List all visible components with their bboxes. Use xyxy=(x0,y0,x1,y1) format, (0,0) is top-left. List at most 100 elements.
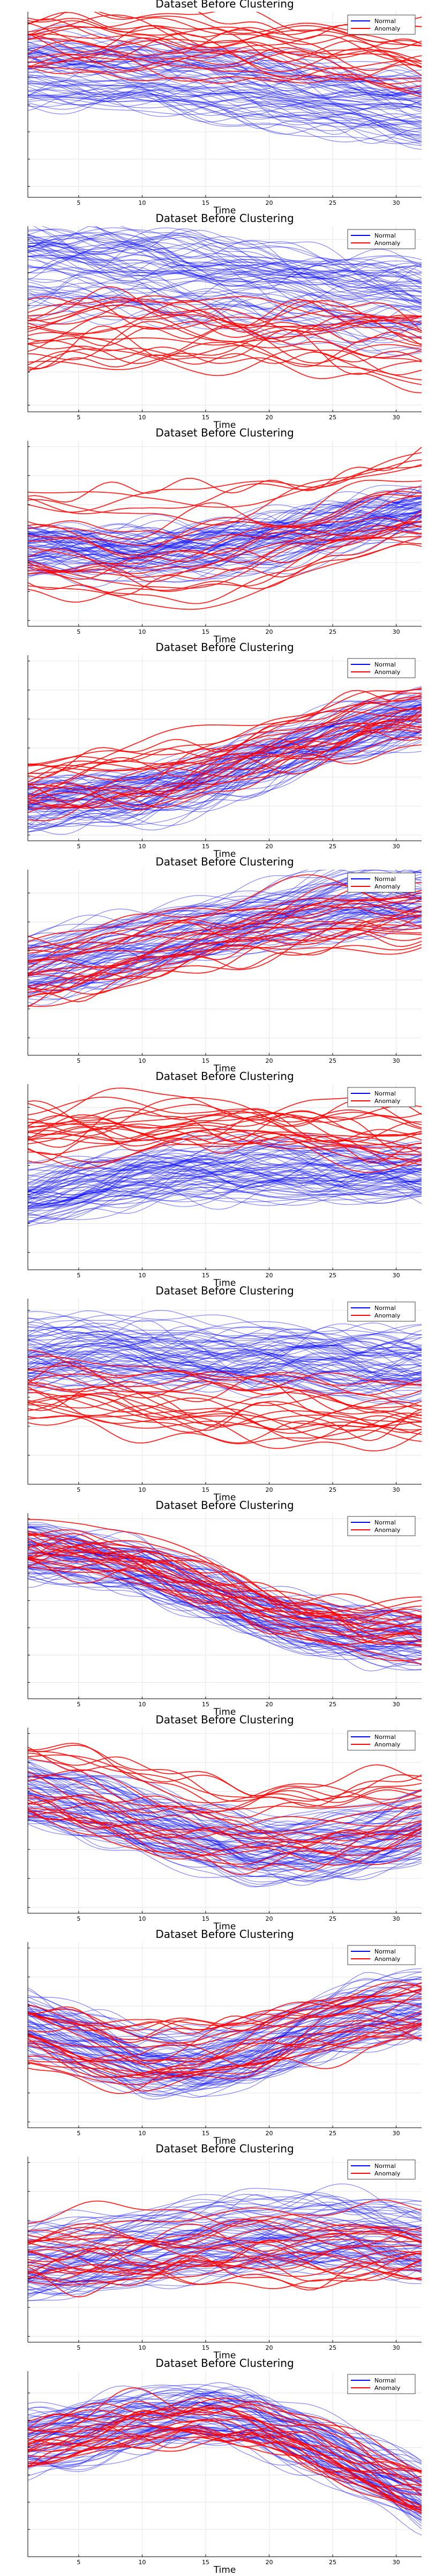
normal-series-line xyxy=(28,2383,422,2462)
anomaly-series-line xyxy=(28,521,422,593)
anomaly-series-line xyxy=(28,2227,422,2248)
normal-series-line xyxy=(28,2195,422,2245)
normal-series-line xyxy=(28,732,422,810)
normal-series-line xyxy=(28,2201,422,2260)
anomaly-series-line xyxy=(28,2023,422,2079)
normal-series-line xyxy=(28,84,422,111)
anomaly-series-line xyxy=(28,1371,422,1413)
anomaly-series-line xyxy=(28,2022,422,2074)
anomaly-series-line xyxy=(28,1127,422,1166)
normal-series-line xyxy=(28,2252,422,2288)
normal-series-line xyxy=(28,739,422,828)
normal-series-line xyxy=(28,1997,422,2067)
anomaly-series-line xyxy=(28,719,422,809)
normal-series-line xyxy=(28,81,422,143)
normal-series-line xyxy=(28,265,422,311)
normal-series-line xyxy=(28,1177,422,1212)
normal-series-line xyxy=(28,2220,422,2269)
normal-series-line xyxy=(28,58,422,113)
chart-title: Dataset Before Clustering xyxy=(155,1928,294,1941)
normal-series-line xyxy=(28,1818,422,1850)
normal-series-line xyxy=(28,730,422,817)
normal-series-line xyxy=(28,1172,422,1210)
normal-series-line xyxy=(28,1326,422,1354)
normal-series-line xyxy=(28,705,422,800)
normal-series-line xyxy=(28,712,422,801)
normal-series-line xyxy=(28,1147,422,1184)
normal-series-line xyxy=(28,510,422,565)
chart-panel: Dataset Before Clustering 5 10 15 20 25 30 Time… xyxy=(27,2142,422,2361)
normal-series-line xyxy=(28,49,422,97)
normal-series-line xyxy=(28,1324,422,1358)
normal-series-line xyxy=(28,1559,422,1660)
normal-series-line xyxy=(28,246,422,301)
normal-series-line xyxy=(28,1156,422,1210)
x-tick-label: 5 xyxy=(77,199,80,206)
normal-series-line xyxy=(28,1180,422,1204)
normal-series-line xyxy=(28,502,422,553)
normal-series-line xyxy=(28,89,422,137)
normal-series-line xyxy=(28,2219,422,2266)
normal-series-line xyxy=(28,1162,422,1193)
legend-label: Normal xyxy=(374,2163,396,2170)
normal-series-line xyxy=(28,2245,422,2289)
anomaly-series-line xyxy=(28,1349,422,1396)
normal-series-line xyxy=(28,1163,422,1198)
normal-series-line xyxy=(28,2417,422,2494)
anomaly-series-line xyxy=(28,1989,422,2044)
normal-series-line xyxy=(28,1155,422,1205)
normal-series-line xyxy=(28,1778,422,1856)
normal-series-line xyxy=(28,1168,422,1196)
normal-series-line xyxy=(28,509,422,556)
anomaly-series-line xyxy=(28,1412,422,1444)
normal-series-line xyxy=(28,923,422,1001)
anomaly-series-line xyxy=(28,914,422,994)
normal-series-line xyxy=(28,236,422,282)
normal-series-line xyxy=(28,285,422,356)
normal-series-line xyxy=(28,1567,422,1650)
anomaly-series-line xyxy=(28,1558,422,1643)
chart-title: Dataset Before Clustering xyxy=(155,0,294,10)
normal-series-line xyxy=(28,2003,422,2083)
anomaly-series-line xyxy=(28,2240,422,2271)
normal-series-line xyxy=(28,2203,422,2235)
normal-series-line xyxy=(28,1169,422,1210)
normal-series-line xyxy=(28,46,422,109)
normal-series-line xyxy=(28,227,422,279)
normal-series-line xyxy=(28,503,422,573)
normal-series-line xyxy=(28,1153,422,1203)
anomaly-series-line xyxy=(28,351,422,369)
anomaly-series-line xyxy=(28,2252,422,2276)
normal-series-line xyxy=(28,1135,422,1177)
normal-series-line xyxy=(28,2402,422,2481)
normal-series-line xyxy=(28,228,422,288)
normal-series-line xyxy=(28,1367,422,1402)
normal-series-line xyxy=(28,889,422,949)
anomaly-series-line xyxy=(28,40,422,90)
anomaly-series-line xyxy=(28,928,422,1008)
anomaly-series-line xyxy=(28,1122,422,1149)
normal-series-line xyxy=(28,515,422,564)
anomaly-series-line xyxy=(28,690,422,779)
normal-series-line xyxy=(28,1773,422,1834)
normal-series-line xyxy=(28,703,422,784)
x-tick-label: 30 xyxy=(393,843,400,850)
normal-series-line xyxy=(28,1780,422,1847)
normal-series-line xyxy=(28,76,422,127)
x-tick-label: 10 xyxy=(138,414,146,421)
x-tick-label: 30 xyxy=(393,2130,400,2137)
anomaly-series-line xyxy=(28,305,422,343)
anomaly-series-line xyxy=(28,917,422,995)
normal-series-line xyxy=(28,1332,422,1374)
x-tick-label: 15 xyxy=(202,1701,209,1708)
normal-series-line xyxy=(28,705,422,802)
normal-series-line xyxy=(28,1564,422,1665)
normal-series-line xyxy=(28,247,422,290)
x-tick-label: 25 xyxy=(329,843,336,850)
anomaly-series-line xyxy=(28,903,422,961)
anomaly-series-line xyxy=(28,2244,422,2278)
